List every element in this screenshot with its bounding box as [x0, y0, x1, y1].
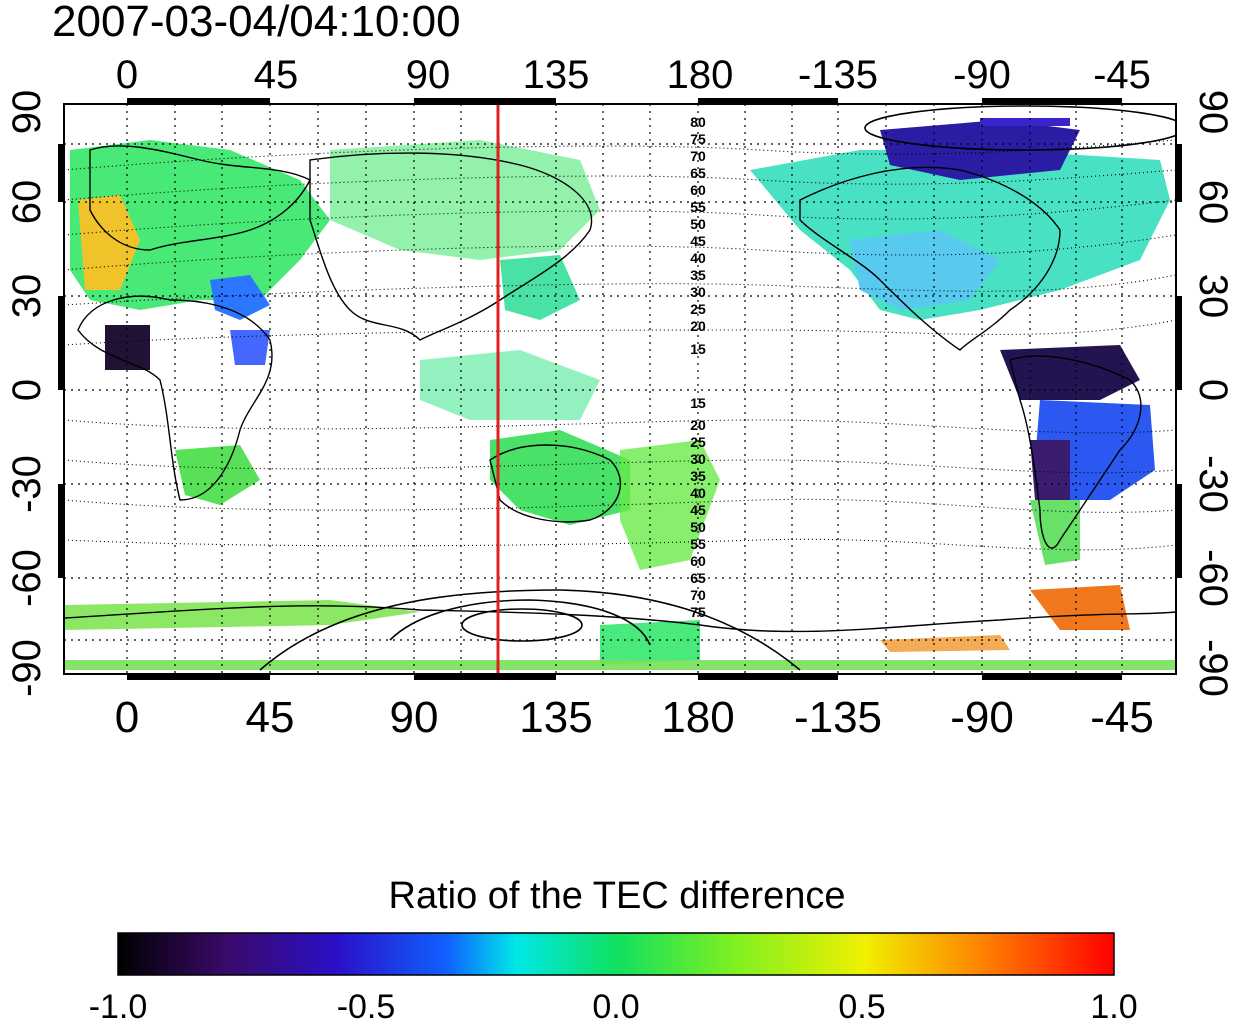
tec-patch [980, 118, 1070, 126]
left-lat-label: 60 [5, 180, 49, 225]
top-lon-label: -45 [1093, 53, 1151, 97]
left-lat-label: 0 [5, 379, 49, 401]
colorbar-ticks: -1.0 -0.5 0.0 0.5 1.0 [89, 988, 1138, 1024]
top-lon-label: 45 [254, 53, 299, 97]
colorbar-tick-label: 1.0 [1090, 988, 1137, 1024]
contour-label: 55 [690, 536, 706, 552]
tec-patch [64, 660, 1176, 670]
top-lon-label: -90 [953, 53, 1011, 97]
contour-label: 15 [690, 341, 706, 357]
bottom-lon-label: 90 [390, 693, 439, 742]
left-lat-label: -30 [5, 455, 49, 513]
right-lat-label: 30 [1191, 274, 1235, 319]
contour-label: 60 [690, 182, 706, 198]
tec-data-patches [64, 118, 1176, 670]
colorbar-tick-label: -0.5 [337, 988, 396, 1024]
coastlines [64, 145, 1176, 633]
map-title: 2007-03-04/04:10:00 [52, 0, 461, 46]
magnetic-contours [64, 139, 1176, 551]
contour-label: 30 [690, 451, 706, 467]
tec-patch [600, 620, 700, 665]
contour-label: 35 [690, 468, 706, 484]
top-lon-label: 90 [406, 53, 451, 97]
left-lat-label: 30 [5, 274, 49, 319]
colorbar-tick-label: -1.0 [89, 988, 148, 1024]
tec-patch [500, 255, 580, 320]
tec-patch [1000, 345, 1140, 400]
contour-label: 50 [690, 216, 706, 232]
contour-label: 70 [690, 148, 706, 164]
contour-labels-north: 80 75 70 65 60 55 50 45 40 35 30 25 20 1… [690, 114, 706, 357]
left-lat-labels: 90 60 30 0 -30 -60 -90 [5, 90, 49, 697]
top-lon-label: 180 [667, 53, 734, 97]
tec-patch [620, 440, 720, 570]
contour-label: 70 [690, 587, 706, 603]
bottom-lon-labels: 0 45 90 135 180 -135 -90 -45 [115, 693, 1154, 742]
tec-patch [1030, 500, 1080, 565]
contour-label: 35 [690, 267, 706, 283]
tec-patch [330, 140, 600, 260]
top-lon-label: 0 [116, 53, 138, 97]
bottom-lon-label: 0 [115, 693, 139, 742]
bottom-lon-label: 180 [661, 693, 734, 742]
colorbar [117, 932, 1115, 976]
contour-label: 30 [690, 284, 706, 300]
top-lon-labels: 0 45 90 135 180 -135 -90 -45 [116, 53, 1151, 97]
tec-patch [880, 635, 1010, 652]
map-plot-area: 80 75 70 65 60 55 50 45 40 35 30 25 20 1… [58, 98, 1182, 680]
auroral-ovals [259, 105, 1176, 671]
colorbar-tick-label: 0.0 [592, 988, 639, 1024]
tec-patch [1030, 440, 1070, 500]
tec-patch [175, 445, 260, 505]
tec-patch [420, 350, 600, 420]
tec-patch [230, 330, 270, 365]
colorbar-tick-label: 0.5 [838, 988, 885, 1024]
contour-label: 55 [690, 199, 706, 215]
tec-patch [210, 275, 270, 320]
bottom-lon-label: -45 [1090, 693, 1154, 742]
right-lat-label: -90 [1191, 639, 1235, 697]
map-border-ticks [58, 98, 1182, 680]
contour-labels-south: 15 20 25 30 35 40 45 50 55 60 65 70 75 [690, 395, 706, 620]
bottom-lon-label: 45 [246, 693, 295, 742]
contour-label: 65 [690, 165, 706, 181]
tec-patch [1030, 585, 1130, 630]
contour-label: 20 [690, 417, 706, 433]
contour-label: 25 [690, 434, 706, 450]
tec-patch [64, 600, 420, 630]
left-lat-label: 90 [5, 90, 49, 135]
right-lat-label: 90 [1191, 90, 1235, 135]
top-lon-label: 135 [523, 53, 590, 97]
contour-label: 75 [690, 131, 706, 147]
contour-label: 75 [690, 604, 706, 620]
contour-label: 80 [690, 114, 706, 130]
colorbar-title: Ratio of the TEC difference [389, 875, 846, 917]
contour-label: 40 [690, 485, 706, 501]
tec-patch [78, 195, 140, 290]
contour-label: 65 [690, 570, 706, 586]
contour-label: 15 [690, 395, 706, 411]
contour-label: 25 [690, 301, 706, 317]
right-lat-label: -60 [1191, 549, 1235, 607]
tec-patch [850, 230, 1000, 310]
contour-label: 40 [690, 250, 706, 266]
contour-label: 45 [690, 502, 706, 518]
contour-label: 60 [690, 553, 706, 569]
right-lat-label: 0 [1191, 379, 1235, 401]
left-lat-label: -60 [5, 549, 49, 607]
right-lat-label: 60 [1191, 180, 1235, 225]
tec-patch [750, 150, 1170, 320]
right-lat-label: -30 [1191, 455, 1235, 513]
bottom-lon-label: -90 [950, 693, 1014, 742]
left-lat-label: -90 [5, 639, 49, 697]
bottom-lon-label: 135 [519, 693, 592, 742]
contour-label: 45 [690, 233, 706, 249]
top-lon-label: -135 [798, 53, 878, 97]
bottom-lon-label: -135 [794, 693, 882, 742]
tec-patch [880, 120, 1080, 180]
contour-label: 50 [690, 519, 706, 535]
contour-label: 20 [690, 318, 706, 334]
right-lat-labels: 90 60 30 0 -30 -60 -90 [1191, 90, 1235, 697]
